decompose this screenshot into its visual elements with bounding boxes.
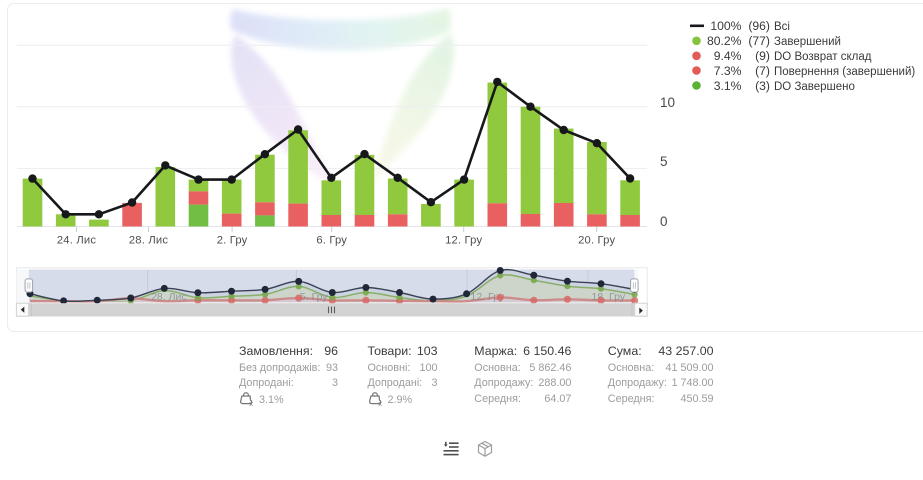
svg-text:20. Гру: 20. Гру <box>578 235 615 247</box>
svg-text:DO Возврат склад: DO Возврат склад <box>774 51 872 63</box>
svg-text:6. Гру: 6. Гру <box>316 235 347 247</box>
svg-text:(77): (77) <box>748 34 770 48</box>
svg-text:Всі: Всі <box>774 21 790 33</box>
svg-text:(7): (7) <box>755 64 770 78</box>
svg-text:2. Гру: 2. Гру <box>217 235 248 247</box>
svg-text:(96): (96) <box>748 19 770 33</box>
svg-text:28. Лис: 28. Лис <box>151 291 187 303</box>
svg-text:80.2%: 80.2% <box>707 34 742 48</box>
svg-text:28. Лис: 28. Лис <box>129 235 168 247</box>
svg-text:Завершений: Завершений <box>774 36 841 48</box>
svg-text:12. Гру: 12. Гру <box>471 291 505 303</box>
svg-text:Повернення (завершений): Повернення (завершений) <box>774 66 915 78</box>
svg-text:5. Гру: 5. Гру <box>300 291 328 303</box>
svg-text:5: 5 <box>660 154 668 169</box>
svg-text:10: 10 <box>660 95 675 110</box>
svg-text:DO Завершено: DO Завершено <box>774 81 855 93</box>
svg-text:(9): (9) <box>755 49 770 63</box>
svg-text:x: x <box>249 399 253 407</box>
svg-text:12. Гру: 12. Гру <box>445 235 482 247</box>
svg-text:7.3%: 7.3% <box>714 64 742 78</box>
svg-text:100%: 100% <box>710 19 741 33</box>
svg-text:(3): (3) <box>755 79 770 93</box>
svg-text:0: 0 <box>660 214 668 229</box>
svg-text:3.1%: 3.1% <box>714 79 742 93</box>
svg-text:9.4%: 9.4% <box>714 49 742 63</box>
svg-text:x: x <box>378 399 382 407</box>
svg-text:24. Лис: 24. Лис <box>57 235 96 247</box>
svg-text:18. Гру: 18. Гру <box>592 291 626 303</box>
